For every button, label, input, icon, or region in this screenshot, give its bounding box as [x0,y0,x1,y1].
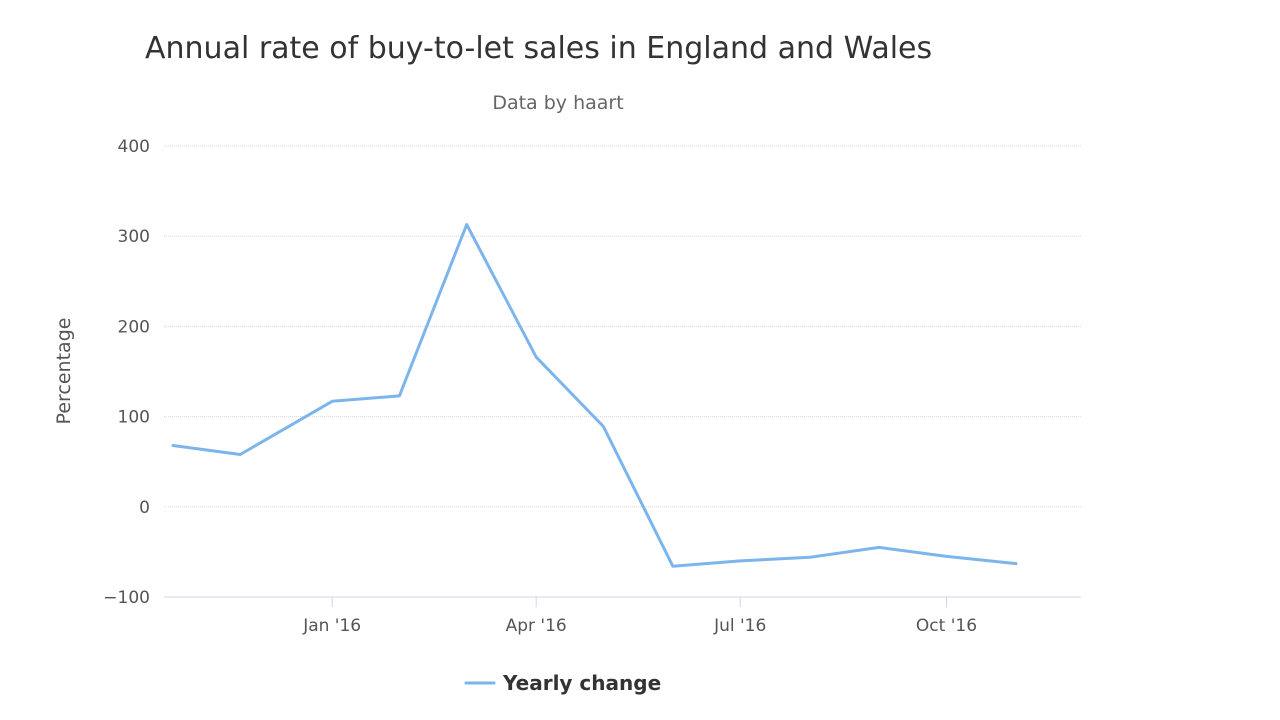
chart-title: Annual rate of buy-to-let sales in Engla… [145,31,932,66]
y-tick-label: 0 [139,498,150,518]
data-point[interactable] [599,423,607,431]
legend[interactable]: Yearly change [464,671,661,695]
data-point[interactable] [328,397,336,405]
data-point[interactable] [395,392,403,400]
x-axis: Jan '16 Apr '16 Jul '16 Oct '16 [164,596,1081,636]
series-line-yearly-change[interactable] [171,223,1018,568]
data-point[interactable] [875,543,883,551]
x-tick-label: Apr '16 [506,616,567,636]
data-point[interactable] [532,353,540,361]
y-tick-label: 100 [118,408,150,428]
data-point[interactable] [236,450,244,458]
y-axis-title: Percentage [53,318,75,425]
x-tick-label: Jul '16 [713,616,766,636]
y-axis-tick-labels: −100 0 100 200 300 400 [103,137,150,608]
y-tick-label: 400 [118,137,150,157]
x-tick-label: Jan '16 [302,616,361,636]
y-tick-label: 300 [118,227,150,247]
legend-label-yearly-change[interactable]: Yearly change [502,671,661,695]
y-tick-label: 200 [118,317,150,337]
data-point[interactable] [1012,560,1020,568]
data-point[interactable] [942,552,950,560]
y-tick-label: −100 [103,588,150,608]
data-point[interactable] [169,441,177,449]
x-tick-label: Oct '16 [916,616,977,636]
data-point[interactable] [463,220,471,228]
y-gridlines [164,145,1081,508]
data-point[interactable] [806,553,814,561]
data-point[interactable] [669,562,677,570]
series-layer [169,220,1020,570]
chart-subtitle: Data by haart [492,92,623,114]
data-point[interactable] [736,557,744,565]
